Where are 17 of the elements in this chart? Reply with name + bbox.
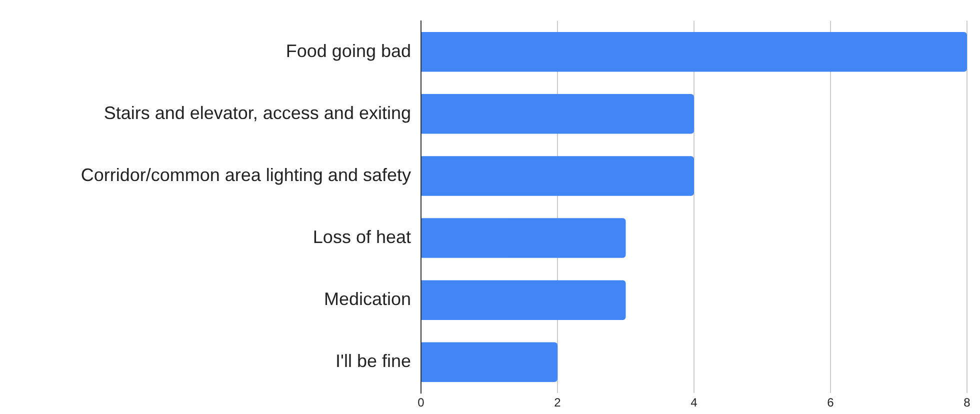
x-tick-label: 8 [964,396,971,410]
y-tick-label: Medication [324,289,411,310]
x-tick-label: 2 [554,396,562,410]
x-tick-label: 0 [418,396,425,410]
x-tick-label: 4 [690,396,698,410]
bar [422,342,558,382]
bar [422,156,694,196]
bar [422,280,626,320]
y-tick-label: Corridor/common area lighting and safety [80,164,411,185]
bar [422,94,694,134]
y-tick-label: Loss of heat [312,227,411,247]
bar [422,32,967,72]
y-tick-label: Stairs and elevator, access and exiting [104,102,411,123]
bar [422,218,626,258]
x-tick-label: 6 [827,396,834,410]
y-tick-label: Food going bad [286,40,411,61]
y-tick-label: I'll be fine [336,351,411,372]
